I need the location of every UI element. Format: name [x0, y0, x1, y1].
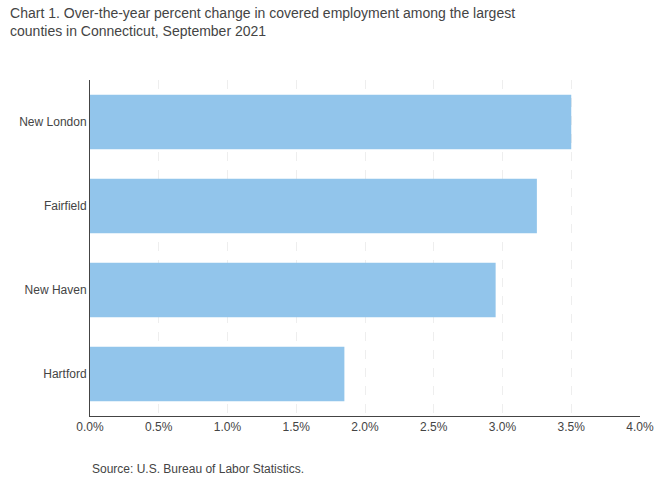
svg-text:Hartford: Hartford — [43, 367, 86, 381]
svg-text:3.5%: 3.5% — [558, 420, 586, 434]
svg-text:0.0%: 0.0% — [76, 420, 104, 434]
svg-text:New London: New London — [19, 115, 86, 129]
svg-text:2.0%: 2.0% — [351, 420, 379, 434]
svg-text:4.0%: 4.0% — [626, 420, 654, 434]
svg-text:2.5%: 2.5% — [420, 420, 448, 434]
svg-text:Fairfield: Fairfield — [44, 199, 87, 213]
svg-text:1.5%: 1.5% — [283, 420, 311, 434]
svg-text:0.5%: 0.5% — [145, 420, 173, 434]
svg-text:New Haven: New Haven — [25, 283, 87, 297]
svg-text:1.0%: 1.0% — [214, 420, 242, 434]
svg-text:Chart 1. Over-the-year percent: Chart 1. Over-the-year percent change in… — [10, 5, 515, 39]
svg-text:3.0%: 3.0% — [489, 420, 517, 434]
svg-text:Source: U.S. Bureau of Labor S: Source: U.S. Bureau of Labor Statistics. — [92, 462, 304, 476]
